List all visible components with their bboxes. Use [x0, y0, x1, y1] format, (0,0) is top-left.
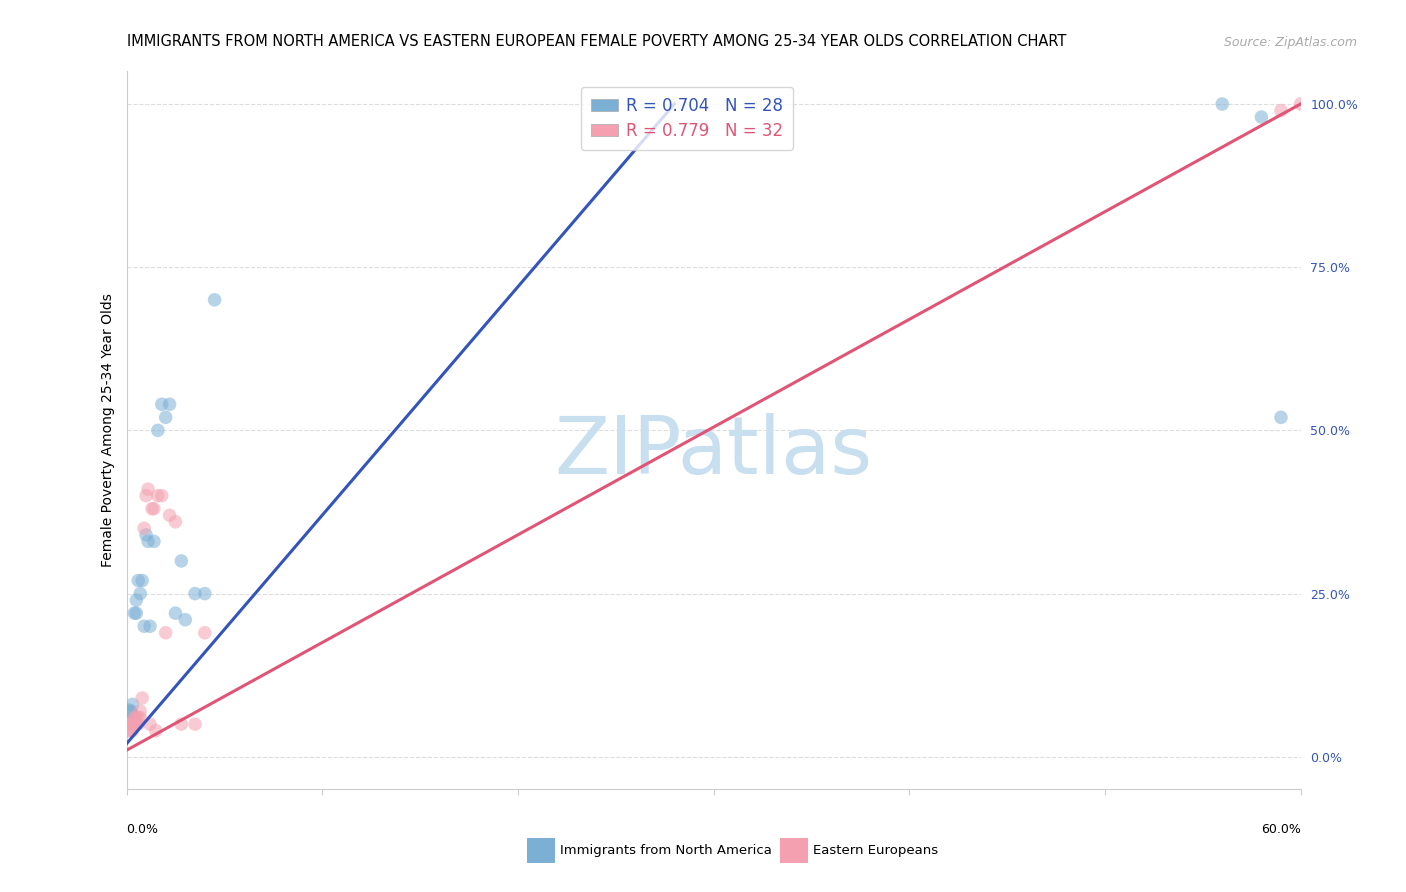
Point	[141, 501, 163, 516]
Point	[121, 723, 143, 738]
Point	[1250, 110, 1272, 124]
Point	[125, 606, 148, 620]
Point	[131, 574, 153, 588]
Y-axis label: Female Poverty Among 25-34 Year Olds: Female Poverty Among 25-34 Year Olds	[101, 293, 115, 567]
Point	[127, 574, 149, 588]
Point	[170, 554, 193, 568]
Text: Source: ZipAtlas.com: Source: ZipAtlas.com	[1223, 36, 1357, 49]
Point	[135, 489, 157, 503]
Point	[127, 717, 149, 731]
Point	[184, 586, 207, 600]
Point	[1270, 410, 1292, 425]
Point	[134, 521, 156, 535]
Point	[155, 625, 177, 640]
Point	[125, 593, 148, 607]
Point	[124, 710, 146, 724]
Point	[159, 508, 181, 523]
Point	[117, 704, 139, 718]
Text: IMMIGRANTS FROM NORTH AMERICA VS EASTERN EUROPEAN FEMALE POVERTY AMONG 25-34 YEA: IMMIGRANTS FROM NORTH AMERICA VS EASTERN…	[127, 34, 1066, 49]
Point	[117, 723, 139, 738]
Text: 0.0%: 0.0%	[127, 823, 159, 836]
Text: ZIPatlas: ZIPatlas	[554, 413, 873, 491]
Point	[121, 698, 143, 712]
Point	[150, 489, 173, 503]
Point	[117, 717, 139, 731]
Point	[145, 723, 167, 738]
Point	[139, 619, 162, 633]
Point	[120, 704, 142, 718]
Point	[1289, 97, 1312, 112]
Point	[146, 424, 169, 438]
Point	[120, 717, 142, 731]
Point	[136, 482, 159, 496]
Point	[150, 397, 173, 411]
Point	[120, 723, 142, 738]
Point	[170, 717, 193, 731]
Point	[142, 501, 165, 516]
Point	[129, 710, 152, 724]
Point	[142, 534, 165, 549]
Point	[146, 489, 169, 503]
Point	[165, 515, 187, 529]
Point	[134, 619, 156, 633]
Point	[204, 293, 226, 307]
Text: 60.0%: 60.0%	[1261, 823, 1301, 836]
Point	[184, 717, 207, 731]
Point	[135, 528, 157, 542]
Point	[124, 717, 146, 731]
Point	[125, 710, 148, 724]
Point	[131, 691, 153, 706]
Legend: R = 0.704   N = 28, R = 0.779   N = 32: R = 0.704 N = 28, R = 0.779 N = 32	[581, 87, 793, 150]
Point	[159, 397, 181, 411]
Point	[125, 717, 148, 731]
Point	[165, 606, 187, 620]
Point	[1211, 97, 1233, 112]
Point	[194, 586, 217, 600]
Point	[139, 717, 162, 731]
Point	[194, 625, 217, 640]
Text: Eastern Europeans: Eastern Europeans	[813, 845, 938, 857]
Point	[136, 534, 159, 549]
Point	[117, 710, 139, 724]
Point	[121, 717, 143, 731]
Point	[124, 606, 146, 620]
Text: Immigrants from North America: Immigrants from North America	[560, 845, 772, 857]
Point	[129, 704, 152, 718]
Point	[127, 710, 149, 724]
Point	[155, 410, 177, 425]
Point	[1270, 103, 1292, 118]
Point	[174, 613, 197, 627]
Point	[129, 586, 152, 600]
